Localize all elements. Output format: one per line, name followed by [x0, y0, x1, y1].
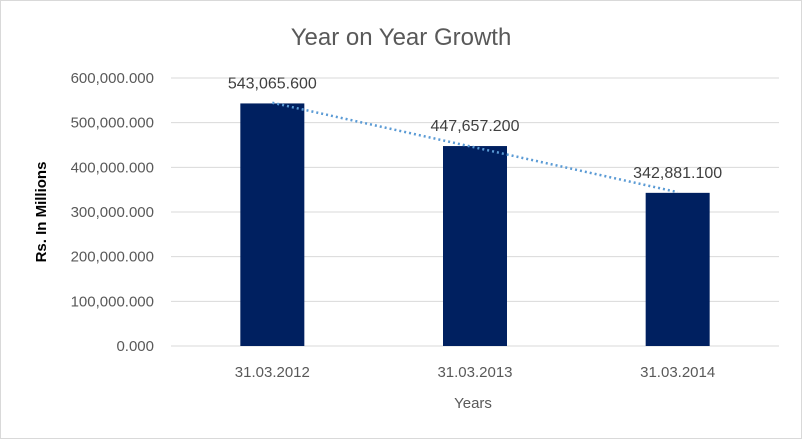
y-axis-label: Rs. In Millions	[33, 162, 50, 263]
y-tick-label: 100,000.000	[71, 293, 154, 310]
x-axis-ticks: 31.03.2012 31.03.2013 31.03.2014	[235, 364, 715, 381]
y-tick-label: 300,000.000	[71, 204, 154, 221]
y-tick-label: 200,000.000	[71, 249, 154, 266]
bars	[240, 103, 710, 347]
bar	[645, 192, 710, 346]
data-label: 543,065.600	[228, 75, 317, 92]
y-tick-label: 0.000	[116, 338, 154, 355]
bar	[240, 103, 305, 347]
x-axis-label: Years	[454, 395, 492, 412]
x-tick-label: 31.03.2014	[640, 364, 715, 381]
trendline	[272, 101, 678, 194]
y-axis-ticks: 0.000 100,000.000 200,000.000 300,000.000 40…	[71, 70, 154, 355]
trendline-group	[272, 101, 678, 194]
data-labels: 543,065.600 447,657.200 342,881.100	[228, 75, 722, 181]
y-tick-label: 500,000.000	[71, 115, 154, 132]
bar	[443, 146, 507, 346]
chart-title: Year on Year Growth	[291, 24, 512, 51]
x-tick-label: 31.03.2012	[235, 364, 310, 381]
data-label: 342,881.100	[633, 165, 722, 182]
x-tick-label: 31.03.2013	[437, 364, 512, 381]
y-tick-label: 600,000.000	[71, 70, 154, 87]
y-tick-label: 400,000.000	[71, 159, 154, 176]
data-label: 447,657.200	[431, 118, 520, 135]
